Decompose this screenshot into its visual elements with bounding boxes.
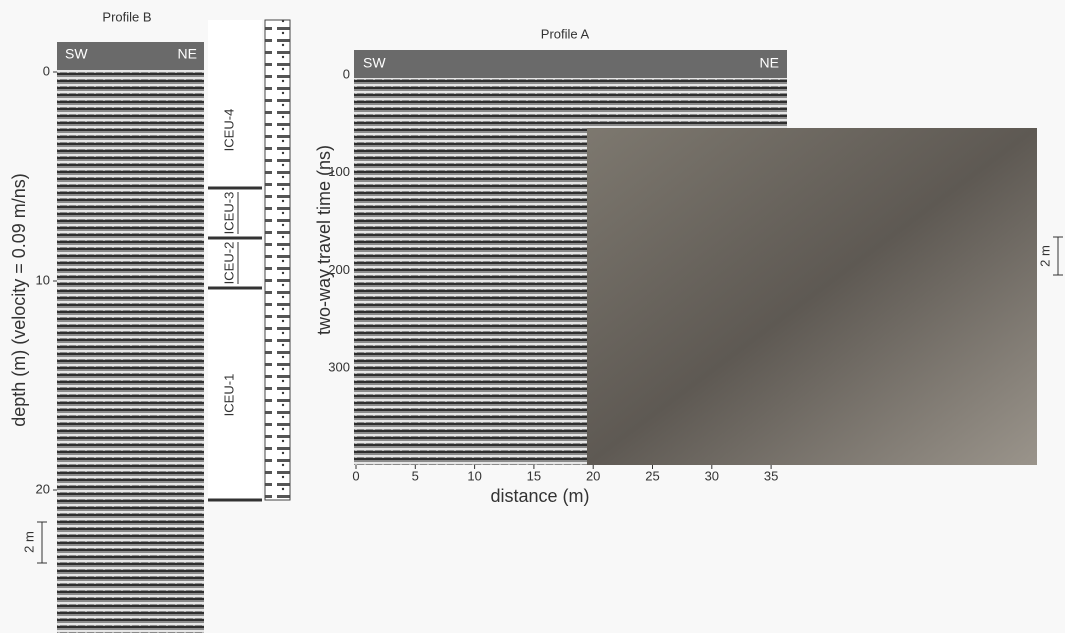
- profile-b-title: Profile B: [102, 9, 151, 24]
- distance-axis-label: distance (m): [490, 486, 589, 506]
- unit-label: ICEU-4: [221, 109, 236, 152]
- profile-b-radargram: [57, 42, 204, 633]
- profile-a-title: Profile A: [541, 26, 590, 41]
- distance-tick-label: 20: [586, 468, 600, 483]
- figure: Profile B SW NE depth (m) (velocity = 0.…: [0, 0, 1065, 633]
- sw-label: SW: [65, 46, 88, 62]
- time-tick-label: 200: [328, 262, 350, 277]
- depth-tick-label: 20: [36, 481, 50, 496]
- unit-column: [208, 20, 290, 500]
- unit-label: ICEU-2: [221, 242, 236, 285]
- distance-tick-label: 15: [527, 468, 541, 483]
- unit-label: ICEU-3: [221, 192, 236, 235]
- distance-tick-label: 30: [705, 468, 719, 483]
- distance-tick-label: 5: [412, 468, 419, 483]
- scale-bar-label: 2 m: [1037, 245, 1052, 267]
- sw-label: SW: [363, 55, 386, 71]
- distance-tick-label: 25: [645, 468, 659, 483]
- time-tick-label: 100: [328, 164, 350, 179]
- time-tick-label: 300: [328, 360, 350, 375]
- profile-a-header: [354, 50, 787, 78]
- distance-tick-label: 10: [467, 468, 481, 483]
- ne-label: NE: [760, 55, 779, 71]
- depth-tick-label: 10: [36, 272, 50, 287]
- distance-tick-label: 0: [352, 468, 359, 483]
- time-tick-label: 0: [343, 66, 350, 81]
- depth-tick-label: 0: [43, 63, 50, 78]
- scale-bar-label: 2 m: [21, 531, 36, 553]
- distance-tick-label: 35: [764, 468, 778, 483]
- ne-label: NE: [178, 46, 197, 62]
- depth-axis-label: depth (m) (velocity = 0.09 m/ns): [9, 173, 29, 427]
- outcrop-photo: [587, 128, 1037, 465]
- unit-label: ICEU-1: [221, 374, 236, 417]
